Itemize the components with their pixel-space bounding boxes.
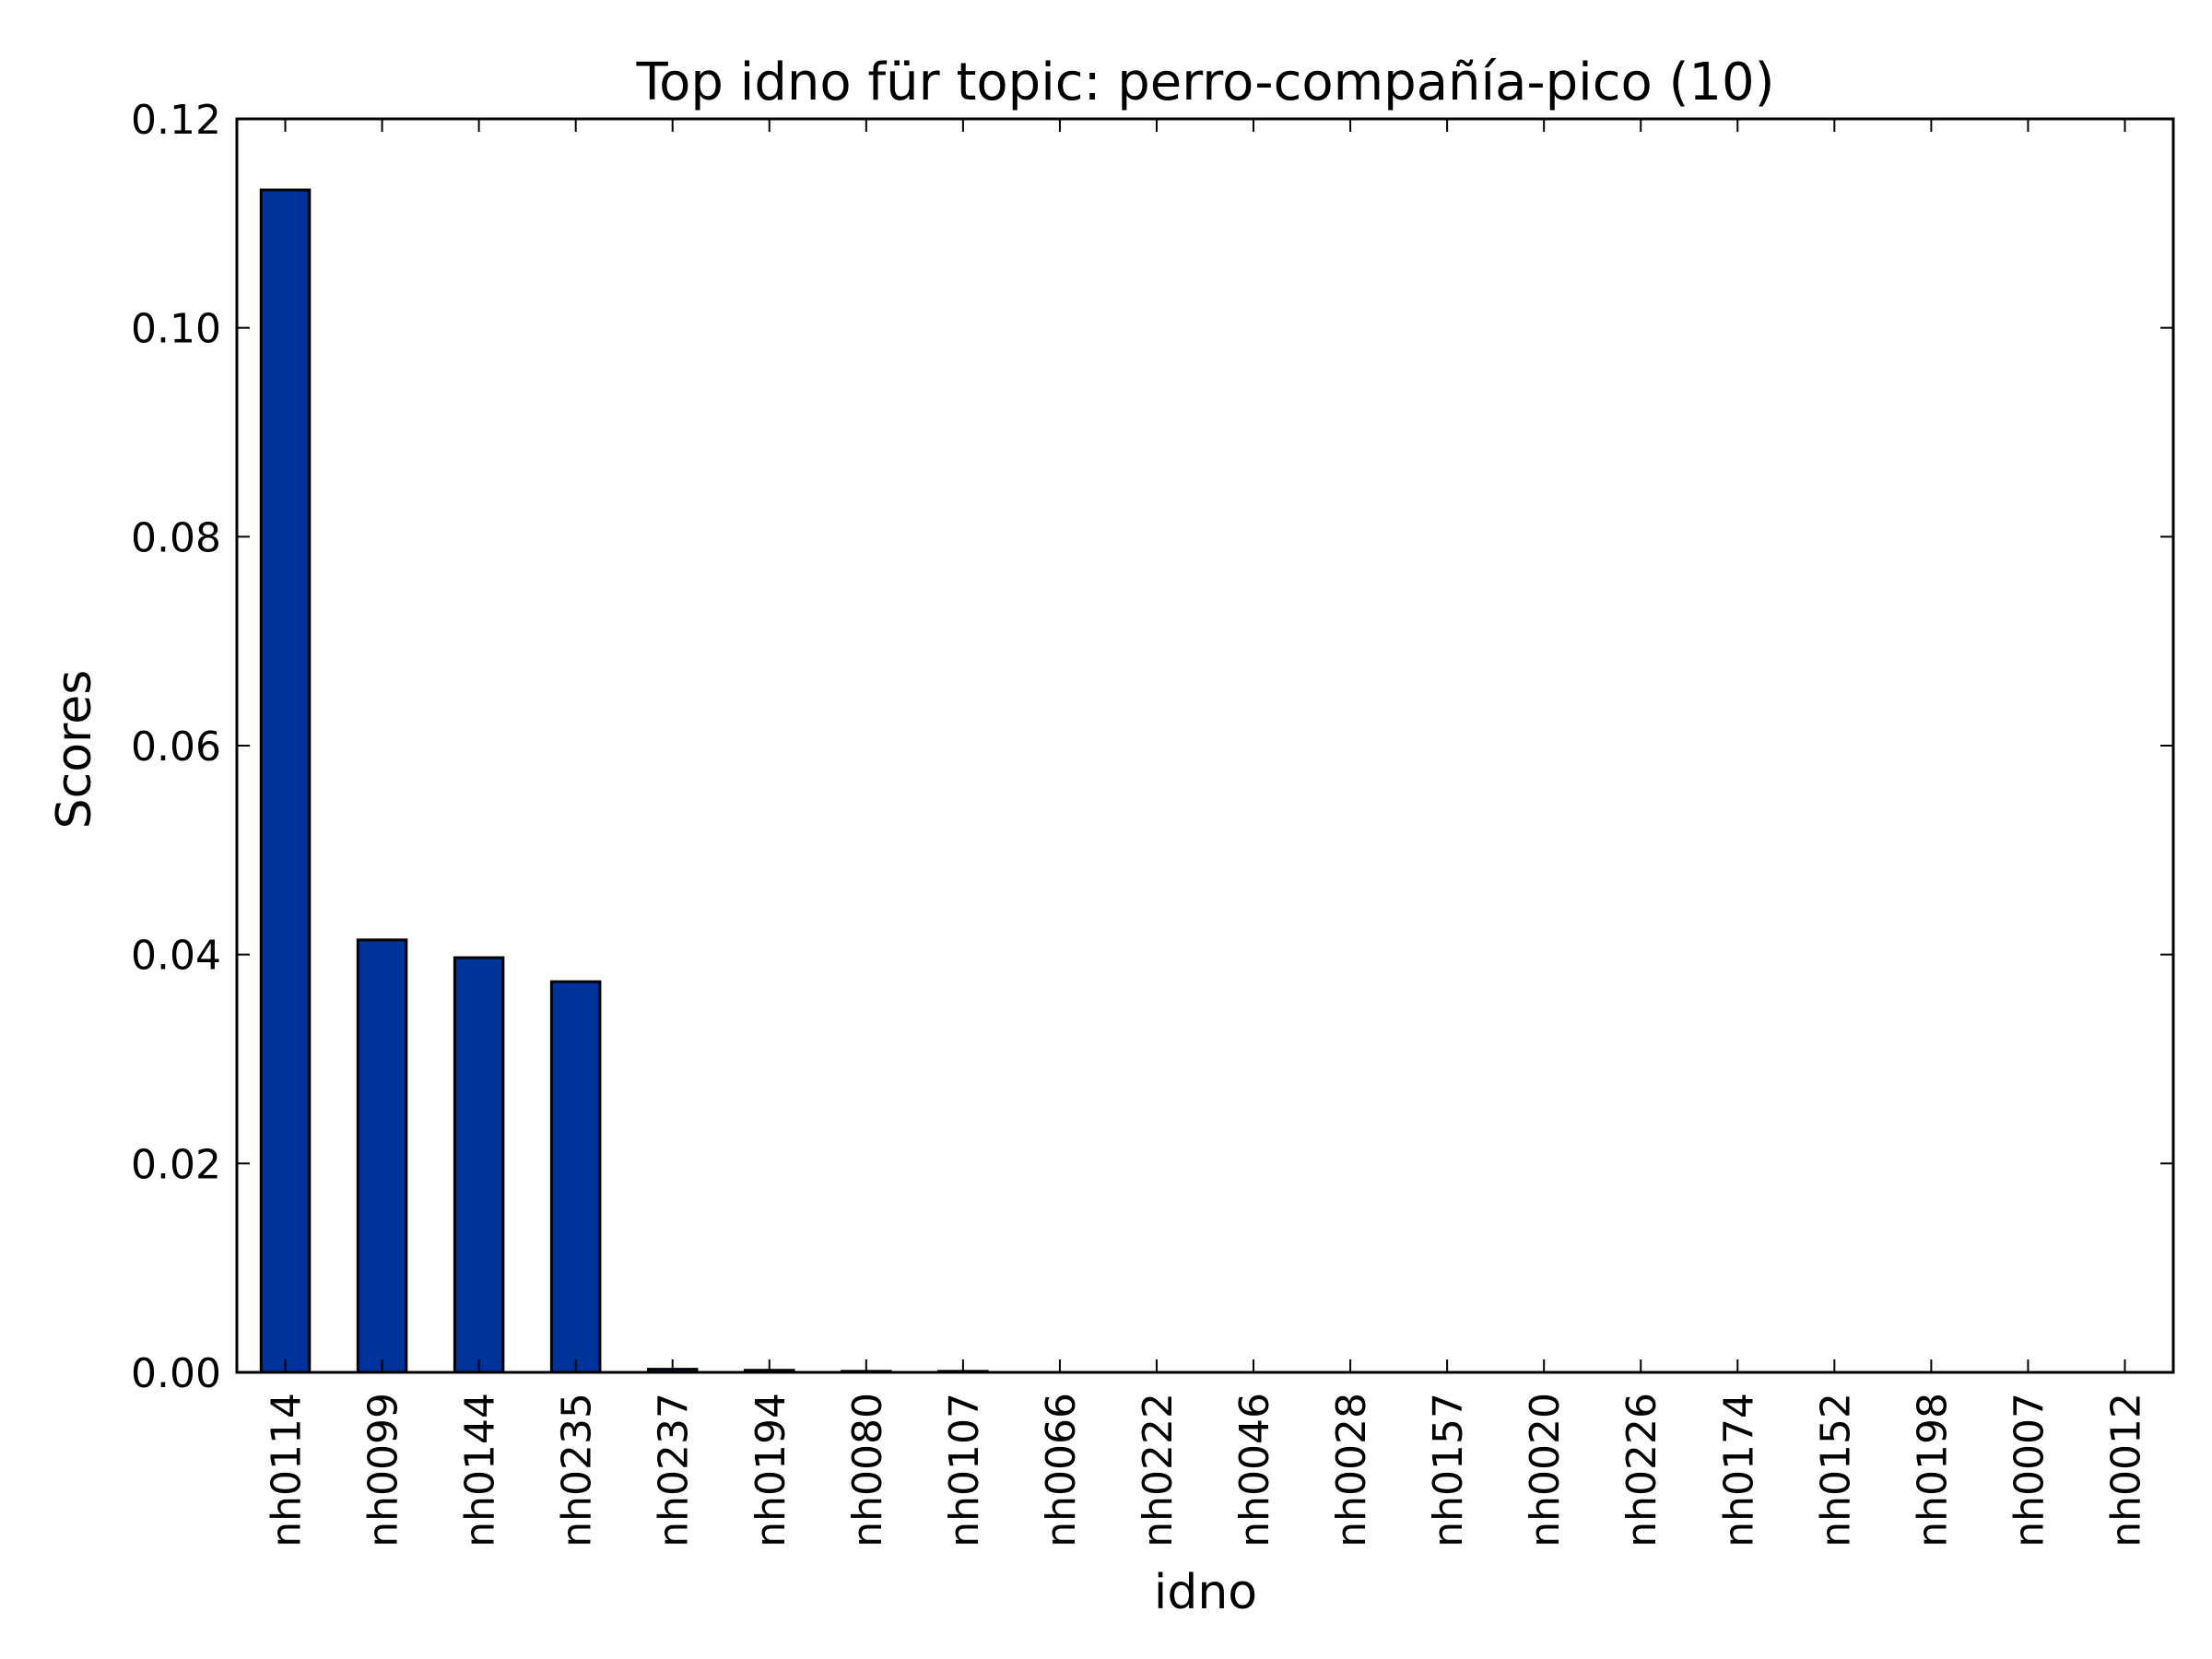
bar-nh0099 [356, 938, 408, 1374]
x-tick-label: nh0226 [1618, 1393, 1665, 1547]
plot-frame [235, 117, 2175, 1374]
x-tick-label: nh0152 [1812, 1393, 1859, 1547]
y-tick-label: 0.10 [131, 306, 221, 353]
x-tick-label: nh0028 [1328, 1393, 1375, 1547]
x-tick-label: nh0235 [554, 1393, 601, 1547]
x-tick-label: nh0012 [2102, 1393, 2149, 1547]
x-tick-label: nh0080 [844, 1393, 891, 1547]
y-tick-label: 0.04 [131, 933, 221, 980]
y-tick-label: 0.06 [131, 724, 221, 771]
x-tick-label: nh0107 [941, 1393, 988, 1547]
x-tick-label: nh0222 [1135, 1393, 1182, 1547]
x-tick-label: nh0144 [457, 1393, 504, 1547]
x-tick-label: nh0114 [264, 1393, 311, 1547]
y-tick-label: 0.12 [131, 97, 221, 144]
x-tick-label: nh0066 [1038, 1393, 1085, 1547]
y-tick-label: 0.00 [131, 1350, 221, 1397]
x-tick-label: nh0020 [1522, 1393, 1569, 1547]
bar-nh0114 [259, 188, 312, 1374]
x-tick-label: nh0198 [1909, 1393, 1956, 1547]
x-tick-label: nh0099 [360, 1393, 407, 1547]
y-tick-label: 0.08 [131, 514, 221, 561]
bar-nh0235 [549, 980, 602, 1374]
plot-area: 0.00 0.02 0.04 0.06 0.08 0.10 0.12 nh0114 nh0099… [131, 97, 2175, 1547]
x-tick-label: nh0046 [1231, 1393, 1278, 1547]
y-axis-label: Scores [47, 670, 102, 830]
x-tick-label: nh0007 [2006, 1393, 2053, 1547]
x-tick-label: nh0194 [747, 1393, 794, 1547]
x-tick-label: nh0174 [1715, 1393, 1762, 1547]
chart-title: Top idno für topic: perro-compañía-pico … [635, 53, 1774, 112]
bar-nh0144 [453, 956, 505, 1374]
x-tick-label: nh0157 [1425, 1393, 1472, 1547]
x-tick-label: nh0237 [651, 1393, 698, 1547]
y-tick-label: 0.02 [131, 1141, 221, 1188]
x-axis-label: idno [1154, 1565, 1257, 1620]
